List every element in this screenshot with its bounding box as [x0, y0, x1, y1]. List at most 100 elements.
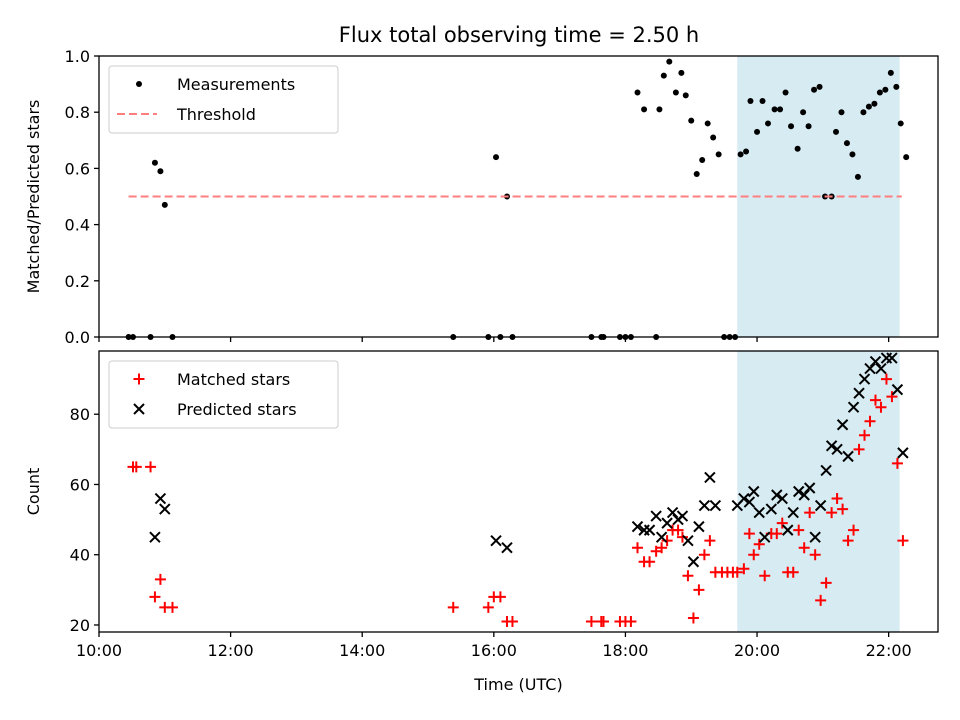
data-point — [891, 457, 903, 469]
y-tick-label: 60 — [70, 475, 90, 494]
data-point — [771, 528, 783, 540]
data-point — [816, 83, 823, 90]
series-measurements — [125, 58, 910, 340]
data-point — [794, 145, 801, 152]
panel-2: 10:00 12:00 14:00 16:00 18:00 20:00 22:00 20 40 6… — [24, 350, 939, 694]
data-point — [853, 387, 865, 399]
shaded-observing-region — [737, 351, 900, 632]
x-tick-label: 20:00 — [734, 641, 780, 660]
legend-box — [108, 65, 339, 134]
data-point — [738, 563, 750, 575]
data-point — [715, 151, 722, 158]
data-point — [853, 443, 865, 455]
data-point — [803, 482, 816, 494]
data-point — [743, 496, 756, 508]
data-point — [815, 594, 827, 606]
data-point — [747, 97, 754, 104]
data-point — [847, 401, 860, 413]
data-point — [793, 485, 805, 498]
legend-label: Matched stars — [177, 370, 290, 389]
data-point — [688, 117, 695, 124]
data-point — [848, 524, 860, 536]
data-point — [748, 549, 760, 561]
data-point — [869, 355, 882, 368]
data-point — [754, 128, 761, 135]
data-point — [800, 109, 807, 116]
data-point — [682, 570, 694, 582]
data-point — [130, 461, 142, 473]
data-point — [704, 535, 716, 547]
series-matched-stars — [127, 373, 909, 627]
legend-label: Predicted stars — [177, 400, 297, 419]
legend-box — [108, 360, 339, 429]
data-point — [687, 556, 700, 568]
legend-marker — [136, 81, 142, 87]
data-point — [793, 524, 805, 536]
data-point — [833, 128, 840, 135]
data-point — [585, 615, 597, 627]
data-point — [788, 123, 795, 130]
data-point — [650, 510, 662, 522]
data-point — [145, 461, 157, 473]
data-point — [858, 373, 871, 385]
x-tick-label: 18:00 — [602, 641, 648, 660]
x-tick-label: 22:00 — [866, 641, 912, 660]
y-axis-label: Count — [24, 468, 43, 516]
y-tick-label: 80 — [70, 405, 90, 424]
y-tick-label: 0.4 — [65, 216, 90, 235]
data-point — [897, 120, 904, 127]
data-point — [882, 86, 889, 93]
data-point — [820, 577, 832, 589]
y-tick-label: 0.2 — [65, 272, 90, 291]
data-point — [860, 109, 867, 116]
data-point — [661, 535, 673, 547]
data-point — [634, 89, 641, 96]
data-point — [656, 106, 663, 113]
data-point — [787, 566, 799, 578]
data-point — [798, 489, 810, 501]
data-point — [759, 97, 766, 104]
data-point — [154, 573, 166, 585]
y-tick-label: 0.8 — [65, 103, 90, 122]
legend-marker — [133, 373, 145, 385]
data-point — [743, 148, 750, 155]
data-point — [864, 415, 876, 427]
y-tick-label: 1.0 — [65, 47, 90, 66]
data-point — [166, 601, 178, 613]
data-point — [776, 492, 788, 505]
data-point — [787, 506, 799, 519]
axes-frame — [98, 55, 939, 338]
legend-label: Measurements — [177, 75, 295, 94]
data-point — [859, 429, 871, 441]
data-point — [897, 535, 909, 547]
panel-1: 0.0 0.2 0.4 0.6 0.8 1.0 Matched/Predicted star… — [24, 47, 939, 347]
data-point — [771, 106, 778, 113]
data-point — [737, 151, 744, 158]
data-point — [704, 120, 711, 127]
data-point — [482, 601, 494, 613]
x-axis-label: Time (UTC) — [473, 675, 562, 694]
data-point — [886, 352, 898, 364]
data-point — [597, 615, 609, 627]
data-point — [765, 120, 772, 127]
data-point — [765, 503, 778, 515]
y-tick-label: 40 — [70, 546, 90, 565]
data-point — [738, 492, 750, 505]
data-point — [811, 86, 818, 93]
data-point — [149, 591, 161, 603]
data-point — [798, 542, 810, 554]
data-point — [825, 440, 838, 452]
legend: Measurements Threshold — [108, 65, 339, 134]
data-point — [836, 419, 849, 431]
legend-label: Threshold — [176, 105, 256, 124]
data-point — [698, 549, 710, 561]
legend-marker — [133, 403, 145, 415]
data-point — [809, 531, 821, 543]
x-tick-label: 14:00 — [339, 641, 385, 660]
data-point — [676, 510, 689, 522]
data-point — [655, 531, 668, 543]
data-point — [631, 542, 643, 554]
data-point — [831, 493, 843, 505]
data-point — [682, 534, 694, 547]
